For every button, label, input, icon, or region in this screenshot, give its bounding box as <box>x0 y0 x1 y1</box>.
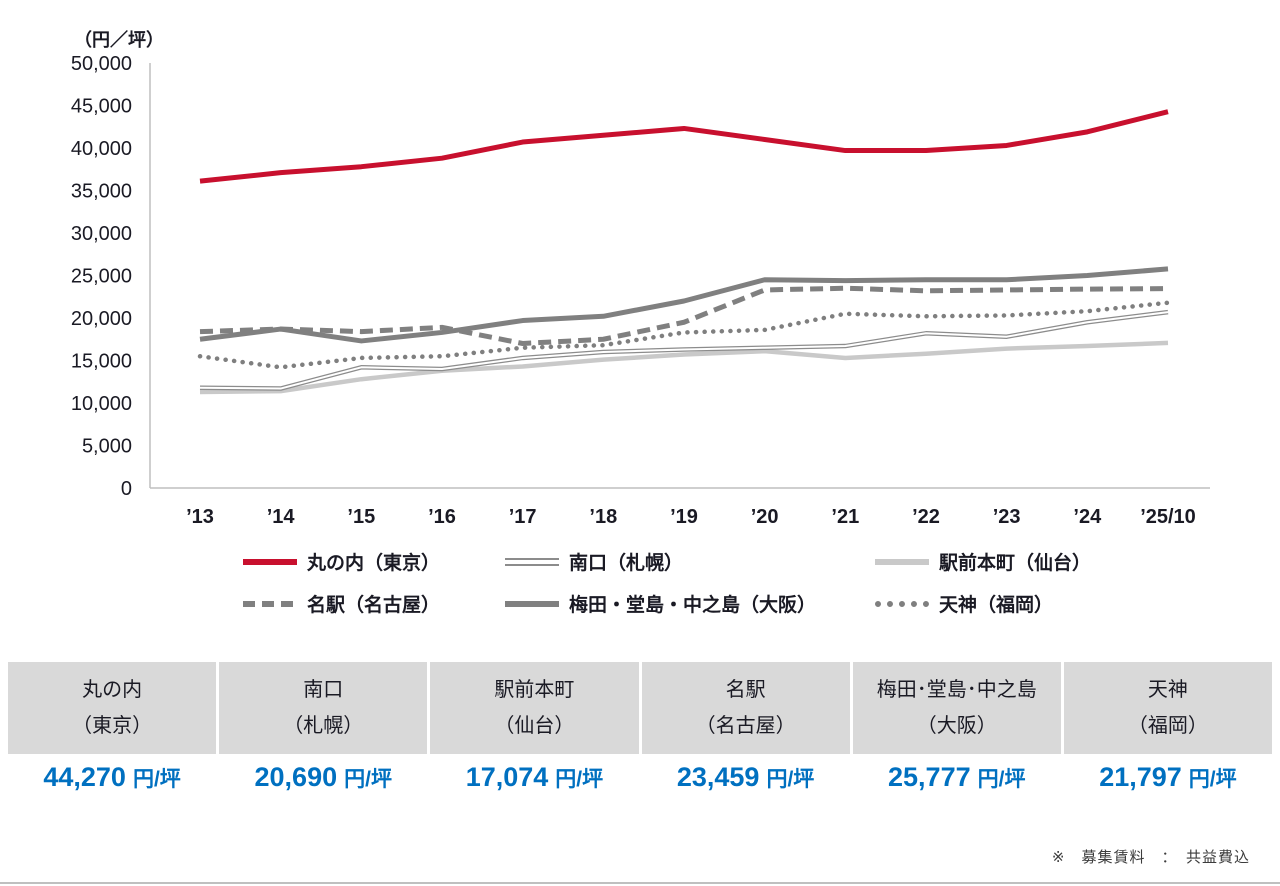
table-header-tenjin-fukuoka: 天神 （福岡） <box>1063 662 1272 754</box>
rent-value: 21,797 <box>1099 762 1182 792</box>
footnote: ※ 募集賃料 ： 共益費込 <box>1051 849 1250 866</box>
chart-legend: 丸の内（東京） 南口（札幌） 駅前本町（仙台） 名駅（名古屋） 梅田・堂島・中之島（大阪… <box>0 540 1280 644</box>
y-axis-tick-label: 40,000 <box>71 138 132 160</box>
y-axis-tick-label: 50,000 <box>71 53 132 75</box>
y-axis-tick-label: 5,000 <box>82 436 132 458</box>
legend-item-meieki-nagoya: 名駅（名古屋） <box>243 590 440 617</box>
legend-item-umeda-dojima-nakanoshima-osaka: 梅田・堂島・中之島（大阪） <box>505 590 816 617</box>
table-value-minamiguchi-sapporo: 20,690 円/坪 <box>219 754 428 816</box>
y-axis-unit-label: （円／坪） <box>74 30 164 50</box>
legend-label: 駅前本町（仙台） <box>939 553 1092 574</box>
series-line-tenjin-fukuoka <box>197 300 1171 370</box>
series-line-marunouchi-tokyo <box>199 109 1169 184</box>
city-name: （仙台） <box>494 715 575 737</box>
x-axis-tick-label: ’17 <box>509 506 537 528</box>
legend-item-tenjin-fukuoka: 天神（福岡） <box>875 590 1053 617</box>
rent-value: 25,777 <box>888 762 971 792</box>
city-name: （名古屋） <box>695 715 796 737</box>
legend-label: 天神（福岡） <box>939 595 1054 616</box>
rent-value: 20,690 <box>254 762 338 792</box>
x-axis-tick-label: ’22 <box>912 506 940 528</box>
x-axis-tick-label: ’24 <box>1073 506 1102 528</box>
rent-value: 17,074 <box>465 762 549 792</box>
rent-unit: 円/坪 <box>555 768 604 791</box>
table-header-ekimaehoncho-sendai: 駅前本町 （仙台） <box>430 662 639 754</box>
series-line-ekimaehoncho-sendai <box>199 340 1169 395</box>
x-axis-tick-label: ’15 <box>347 506 375 528</box>
rent-unit: 円/坪 <box>977 768 1026 791</box>
table-header-marunouchi-tokyo: 丸の内 （東京） <box>8 662 217 754</box>
rent-value: 23,459 <box>676 762 760 792</box>
rent-unit: 円/坪 <box>344 768 392 791</box>
district-name: 天神 <box>1147 679 1188 701</box>
rent-unit: 円/坪 <box>132 768 181 791</box>
rent-value: 44,270 <box>43 762 126 792</box>
city-name: （福岡） <box>1127 715 1208 737</box>
table-header-umeda-dojima-nakanoshima-osaka: 梅田･堂島･中之島 （大阪） <box>852 662 1061 754</box>
current-rent-table: 丸の内 （東京） 南口 （札幌） 駅前本町 （仙台） 名駅 （名古屋） 梅田･堂島･中之島 （大阪… <box>8 662 1272 816</box>
district-name: 南口 <box>303 679 344 701</box>
x-axis-tick-label: ’25/10 <box>1140 506 1196 528</box>
y-axis-tick-label: 35,000 <box>71 181 132 203</box>
rent-trend-line-chart: 0 5,000 10,000 15,000 20,000 25,000 30,000 35,0… <box>71 53 1210 528</box>
bottom-divider <box>0 882 1280 884</box>
series-line-umeda-dojima-nakanoshima-osaka <box>199 266 1169 344</box>
legend-swatch-ekimaehoncho-sendai <box>875 558 929 565</box>
series-line-meieki-nagoya <box>199 285 1169 346</box>
table-value-umeda-dojima-nakanoshima-osaka: 25,777 円/坪 <box>852 754 1061 816</box>
table-value-ekimaehoncho-sendai: 17,074 円/坪 <box>430 754 639 816</box>
legend-label: 梅田・堂島・中之島（大阪） <box>569 595 817 616</box>
legend-label: 丸の内（東京） <box>307 553 441 574</box>
x-axis-tick-label: ’13 <box>186 506 214 528</box>
series-line-minamiguchi-sapporo-inner <box>199 311 1169 390</box>
x-axis-tick-label: ’14 <box>267 506 296 528</box>
y-axis-tick-label: 15,000 <box>71 351 132 373</box>
table-value-row: 44,270 円/坪 20,690 円/坪 17,074 円/坪 23,459 円/坪 25,7… <box>8 754 1272 816</box>
x-axis-tick-label: ’18 <box>589 506 617 528</box>
x-axis-tick-label: ’16 <box>428 506 456 528</box>
table-header-row: 丸の内 （東京） 南口 （札幌） 駅前本町 （仙台） 名駅 （名古屋） 梅田･堂島･中之島 （大阪… <box>8 662 1272 754</box>
city-name: （札幌） <box>283 715 364 737</box>
legend-swatch-meieki-nagoya <box>243 600 297 607</box>
table-value-meieki-nagoya: 23,459 円/坪 <box>641 754 850 816</box>
table-header-minamiguchi-sapporo: 南口 （札幌） <box>219 662 428 754</box>
table-value-tenjin-fukuoka: 21,797 円/坪 <box>1063 754 1272 816</box>
legend-swatch-umeda-dojima-nakanoshima-osaka <box>505 600 559 607</box>
legend-label: 名駅（名古屋） <box>307 595 441 616</box>
legend-swatch-marunouchi-tokyo <box>243 558 297 565</box>
city-name: （大阪） <box>916 715 997 737</box>
x-axis-tick-label: ’19 <box>670 506 698 528</box>
y-axis-tick-label: 0 <box>121 478 132 500</box>
district-name: 駅前本町 <box>494 679 575 701</box>
district-name: 名駅 <box>725 679 766 701</box>
y-axis-tick-label: 20,000 <box>71 308 132 330</box>
rent-unit: 円/坪 <box>766 768 815 791</box>
district-name: 丸の内 <box>82 679 143 701</box>
x-axis-tick-label: ’20 <box>751 506 779 528</box>
rent-unit: 円/坪 <box>1188 768 1237 791</box>
city-name: （東京） <box>72 715 153 737</box>
y-axis-tick-label: 45,000 <box>71 96 132 118</box>
district-name: 梅田･堂島･中之島 <box>876 679 1037 701</box>
table-value-marunouchi-tokyo: 44,270 円/坪 <box>8 754 217 816</box>
y-axis-tick-label: 10,000 <box>71 393 132 415</box>
x-axis-tick-label: ’21 <box>831 506 859 528</box>
x-axis-tick-label: ’23 <box>993 506 1021 528</box>
legend-item-minamiguchi-sapporo: 南口（札幌） <box>505 548 683 575</box>
legend-swatch-tenjin-fukuoka <box>875 600 929 607</box>
y-axis-tick-label: 30,000 <box>71 223 132 245</box>
y-axis-tick-label: 25,000 <box>71 266 132 288</box>
legend-swatch-minamiguchi-sapporo <box>505 557 559 566</box>
legend-label: 南口（札幌） <box>569 553 684 574</box>
legend-item-marunouchi-tokyo: 丸の内（東京） <box>243 548 440 575</box>
table-header-meieki-nagoya: 名駅 （名古屋） <box>641 662 850 754</box>
legend-item-ekimaehoncho-sendai: 駅前本町（仙台） <box>875 548 1091 575</box>
